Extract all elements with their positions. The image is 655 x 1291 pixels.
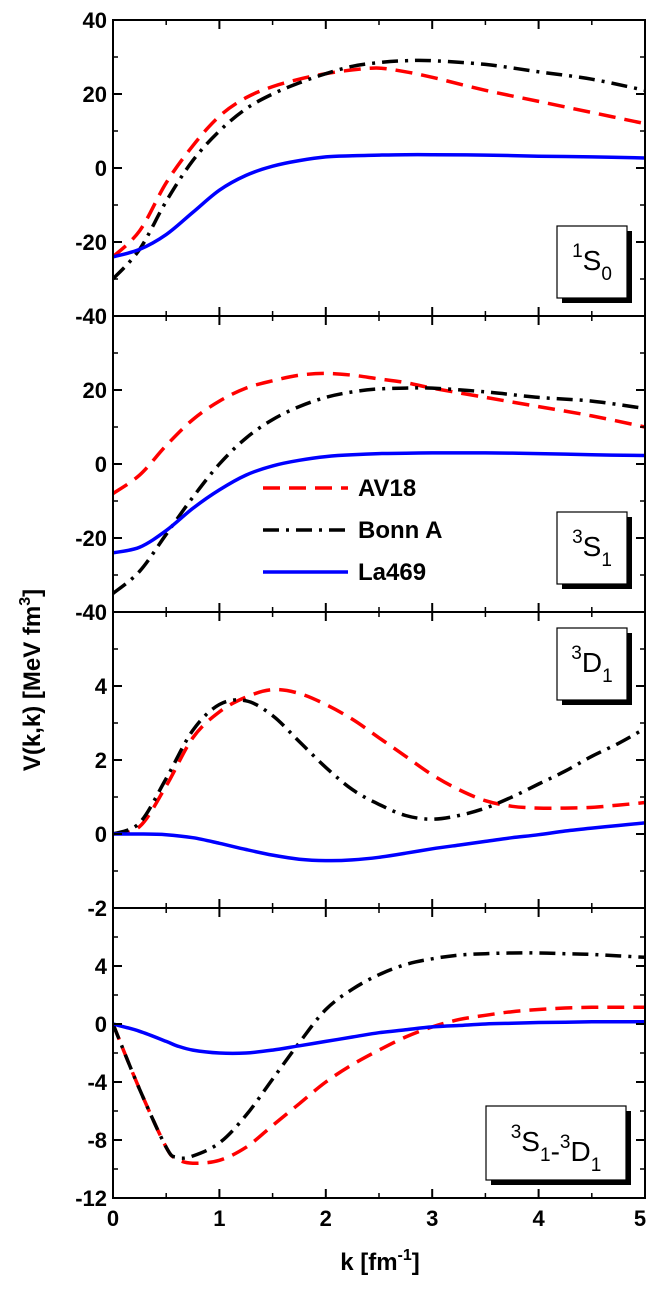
y-tick-label: -2 xyxy=(87,896,107,921)
y-axis-label: V(k,k) [MeV fm3] xyxy=(17,589,46,771)
panel-label: 3D1 xyxy=(571,643,612,687)
label-box xyxy=(556,627,628,701)
y-tick-label: 40 xyxy=(83,8,107,33)
x-tick-labels: 0 1 2 3 4 5 xyxy=(107,1206,646,1231)
panel-3d1: -2 0 2 4 3D1 xyxy=(87,611,646,921)
y-tick-label: -40 xyxy=(75,600,107,625)
y-axis-label-sup: 3 xyxy=(17,597,34,606)
series-la469 xyxy=(113,821,645,863)
series-bonn-a xyxy=(113,698,645,836)
x-axis-label: k [fm-1] xyxy=(340,1247,420,1276)
x-tick-label: 4 xyxy=(532,1206,545,1231)
y-tick-label: -12 xyxy=(75,1186,107,1211)
y-tick-label: 0 xyxy=(95,1012,107,1037)
y-tick-label: -8 xyxy=(87,1128,107,1153)
series-bonn-a xyxy=(113,386,645,595)
legend: AV18 Bonn A La469 xyxy=(263,475,442,586)
y-tick-label: -20 xyxy=(75,526,107,551)
legend-label-bonn-a: Bonn A xyxy=(358,517,442,544)
y-tick-label: 4 xyxy=(95,674,108,699)
y-axis-label-close: ] xyxy=(19,589,46,597)
panel-1s0: -40 -20 0 20 40 1S0 xyxy=(75,8,646,329)
panel-label: 3S1 xyxy=(572,527,612,571)
x-tick-label: 0 xyxy=(107,1206,119,1231)
panels: -40-20020401S0-40-200203S1-20243D1-12-8-… xyxy=(75,8,646,1231)
legend-label-la469: La469 xyxy=(358,559,426,586)
panel-label: 3S1-3D1 xyxy=(511,1122,602,1176)
x-axis-label-sup: -1 xyxy=(398,1247,412,1264)
y-tick-label: -20 xyxy=(75,230,107,255)
x-tick-label: 3 xyxy=(426,1206,438,1231)
series-bonn-a xyxy=(113,951,645,1160)
series-av18 xyxy=(113,687,645,836)
legend-label-av18: AV18 xyxy=(358,475,416,502)
y-tick-label: 0 xyxy=(95,452,107,477)
label-box xyxy=(556,225,628,299)
label-box xyxy=(485,1105,627,1181)
y-tick-label: -4 xyxy=(87,1070,107,1095)
series-av18 xyxy=(113,371,645,496)
series-bonn-a xyxy=(113,58,645,281)
panel-3s1: -40 -20 0 20 3S1 xyxy=(75,315,646,625)
x-tick-label: 1 xyxy=(213,1206,225,1231)
x-tick-label: 5 xyxy=(634,1206,646,1231)
y-tick-label: 0 xyxy=(95,156,107,181)
panel-3s1-3d1: -12 -8 -4 0 4 3S1-3D1 xyxy=(75,907,646,1211)
y-tick-label: 20 xyxy=(83,82,107,107)
x-axis-label-close: ] xyxy=(412,1249,420,1276)
panel-label: 1S0 xyxy=(572,241,612,285)
label-box xyxy=(556,511,628,585)
series-la469 xyxy=(113,152,645,259)
y-tick-label: -40 xyxy=(75,304,107,329)
y-axis-label-main: V(k,k) [MeV fm xyxy=(19,606,46,771)
y-tick-label: 2 xyxy=(95,748,107,773)
y-tick-label: 20 xyxy=(83,378,107,403)
x-tick-label: 2 xyxy=(320,1206,332,1231)
series-av18 xyxy=(113,1005,645,1165)
x-axis-label-main: k [fm xyxy=(340,1249,397,1276)
series-la469 xyxy=(113,451,645,555)
y-tick-label: 0 xyxy=(95,822,107,847)
series-la469 xyxy=(113,1020,645,1056)
y-tick-label: 4 xyxy=(95,954,108,979)
